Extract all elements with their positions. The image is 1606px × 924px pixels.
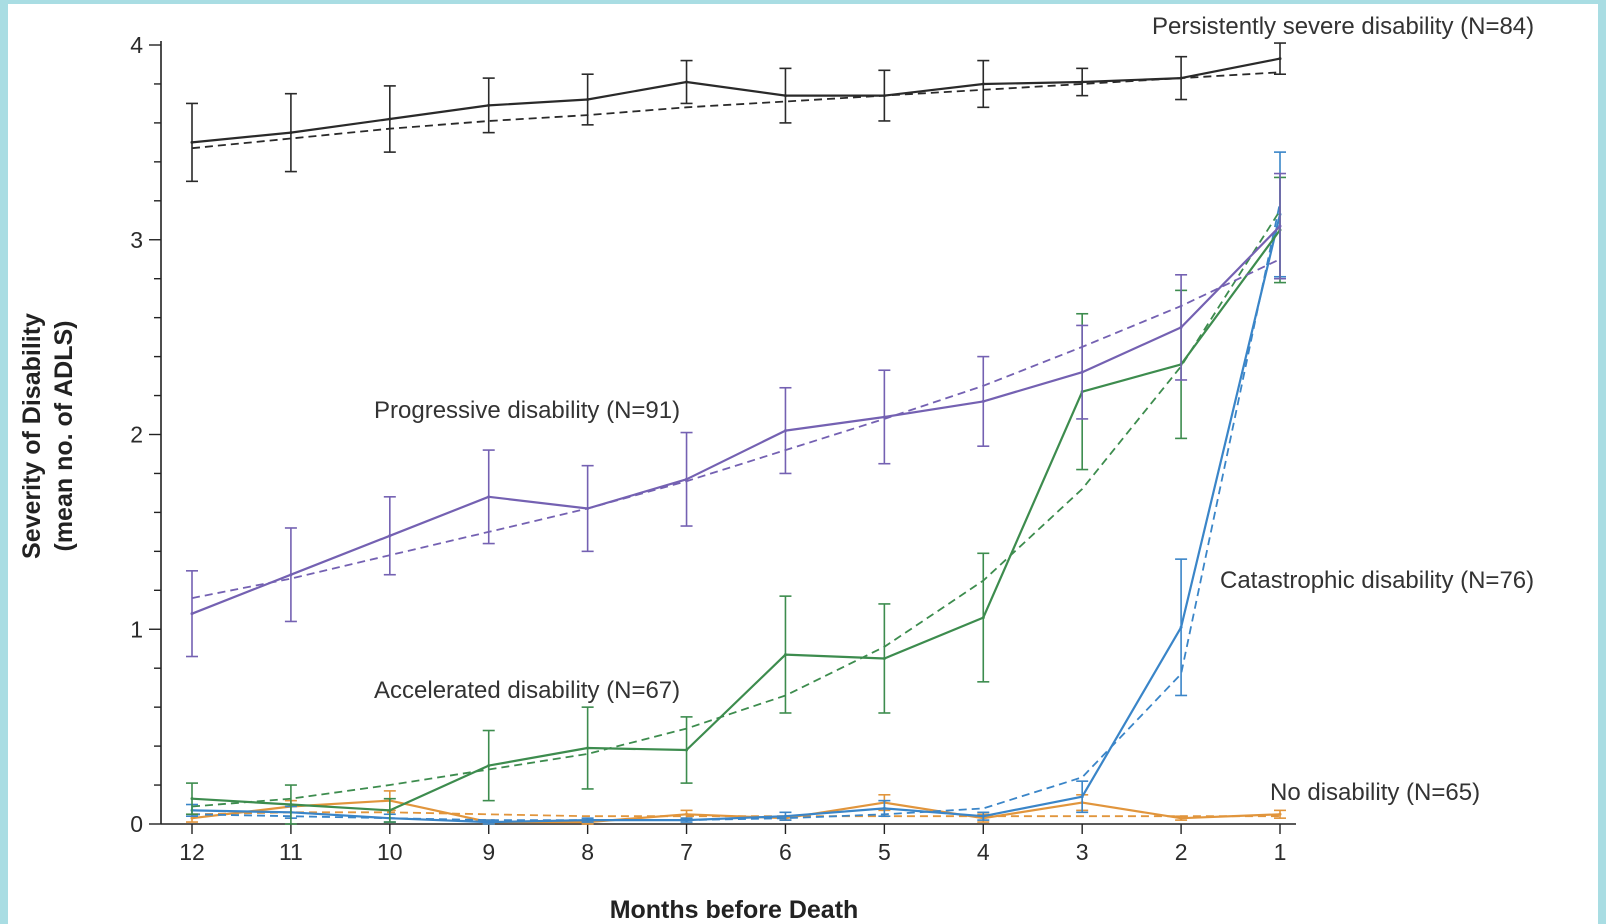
data-point — [1179, 625, 1183, 629]
x-tick-label: 11 — [279, 839, 303, 865]
series-1 — [186, 172, 1286, 658]
series-label-accelerated: Accelerated disability (N=67) — [374, 677, 680, 704]
series-line — [191, 214, 1282, 824]
x-tick-label: 12 — [179, 839, 205, 865]
data-point — [289, 573, 293, 577]
data-point — [1278, 812, 1282, 816]
data-point — [783, 814, 787, 818]
x-tick-label: 7 — [680, 839, 693, 865]
x-tick-label: 9 — [482, 839, 495, 865]
x-tick-label: 3 — [1076, 839, 1089, 865]
series-3 — [186, 151, 1286, 825]
data-point — [1179, 76, 1183, 80]
data-point — [1080, 80, 1084, 84]
series-line — [191, 229, 1281, 812]
data-point — [487, 495, 491, 499]
series-line — [191, 799, 1281, 824]
data-point — [783, 429, 787, 433]
y-tick-label: 1 — [130, 616, 143, 642]
data-point — [487, 103, 491, 107]
data-point — [783, 94, 787, 98]
data-point — [981, 616, 985, 620]
data-point — [388, 808, 392, 812]
data-point — [190, 816, 194, 820]
data-point — [487, 820, 491, 824]
data-point — [1179, 325, 1183, 329]
data-point — [190, 797, 194, 801]
data-point — [685, 818, 689, 822]
x-axis-label: Months before Death — [610, 896, 859, 924]
data-point — [1278, 224, 1282, 228]
data-point — [388, 534, 392, 538]
data-point — [783, 653, 787, 657]
series-label-progressive: Progressive disability (N=91) — [374, 397, 680, 424]
data-point — [685, 477, 689, 481]
data-point — [685, 748, 689, 752]
data-point — [289, 131, 293, 135]
series-0 — [186, 42, 1286, 183]
data-point — [1179, 816, 1183, 820]
series-label-none: No disability (N=65) — [1270, 779, 1480, 806]
series-line — [191, 225, 1281, 615]
trend-line — [191, 202, 1281, 821]
data-point — [190, 612, 194, 616]
series-label-catastrophic: Catastrophic disability (N=76) — [1220, 567, 1534, 594]
plot-area — [186, 42, 1286, 825]
y-axis-label: Severity of Disability (mean no. of ADLS… — [18, 313, 78, 559]
data-point — [882, 806, 886, 810]
trend-line — [191, 258, 1281, 599]
data-point — [981, 399, 985, 403]
data-point — [882, 415, 886, 419]
series-line — [191, 57, 1281, 144]
data-point — [487, 764, 491, 768]
y-tick-label: 4 — [130, 32, 143, 58]
chart-frame — [8, 4, 1598, 924]
y-tick-label: 0 — [130, 811, 143, 837]
x-tick-label: 10 — [377, 839, 403, 865]
series-label-persistent: Persistently severe disability (N=84) — [1152, 13, 1534, 40]
trend-line — [191, 210, 1281, 808]
y-tick-label: 2 — [130, 422, 143, 448]
x-tick-label: 2 — [1175, 839, 1188, 865]
data-point — [1278, 57, 1282, 61]
data-point — [882, 94, 886, 98]
data-point — [981, 82, 985, 86]
series-labels: Persistently severe disability (N=84) Pr… — [374, 13, 1534, 806]
data-point — [685, 812, 689, 816]
x-tick-label: 5 — [878, 839, 891, 865]
data-point — [289, 803, 293, 807]
data-point — [586, 746, 590, 750]
data-point — [981, 814, 985, 818]
data-point — [685, 80, 689, 84]
data-point — [882, 656, 886, 660]
series-2 — [186, 176, 1286, 825]
data-point — [1080, 795, 1084, 799]
y-tick-label: 3 — [130, 227, 143, 253]
data-point — [1080, 370, 1084, 374]
x-tick-label: 6 — [779, 839, 792, 865]
data-point — [586, 818, 590, 822]
x-tick-label: 8 — [581, 839, 594, 865]
trend-line — [191, 71, 1281, 150]
x-tick-label: 1 — [1274, 839, 1287, 865]
data-point — [190, 140, 194, 144]
data-point — [586, 98, 590, 102]
y-axis-label-line1: Severity of Disability — [18, 313, 46, 559]
data-point — [586, 507, 590, 511]
x-tick-label: 4 — [977, 839, 990, 865]
y-axis-label-line2: (mean no. of ADLS) — [50, 320, 78, 551]
data-point — [388, 117, 392, 121]
